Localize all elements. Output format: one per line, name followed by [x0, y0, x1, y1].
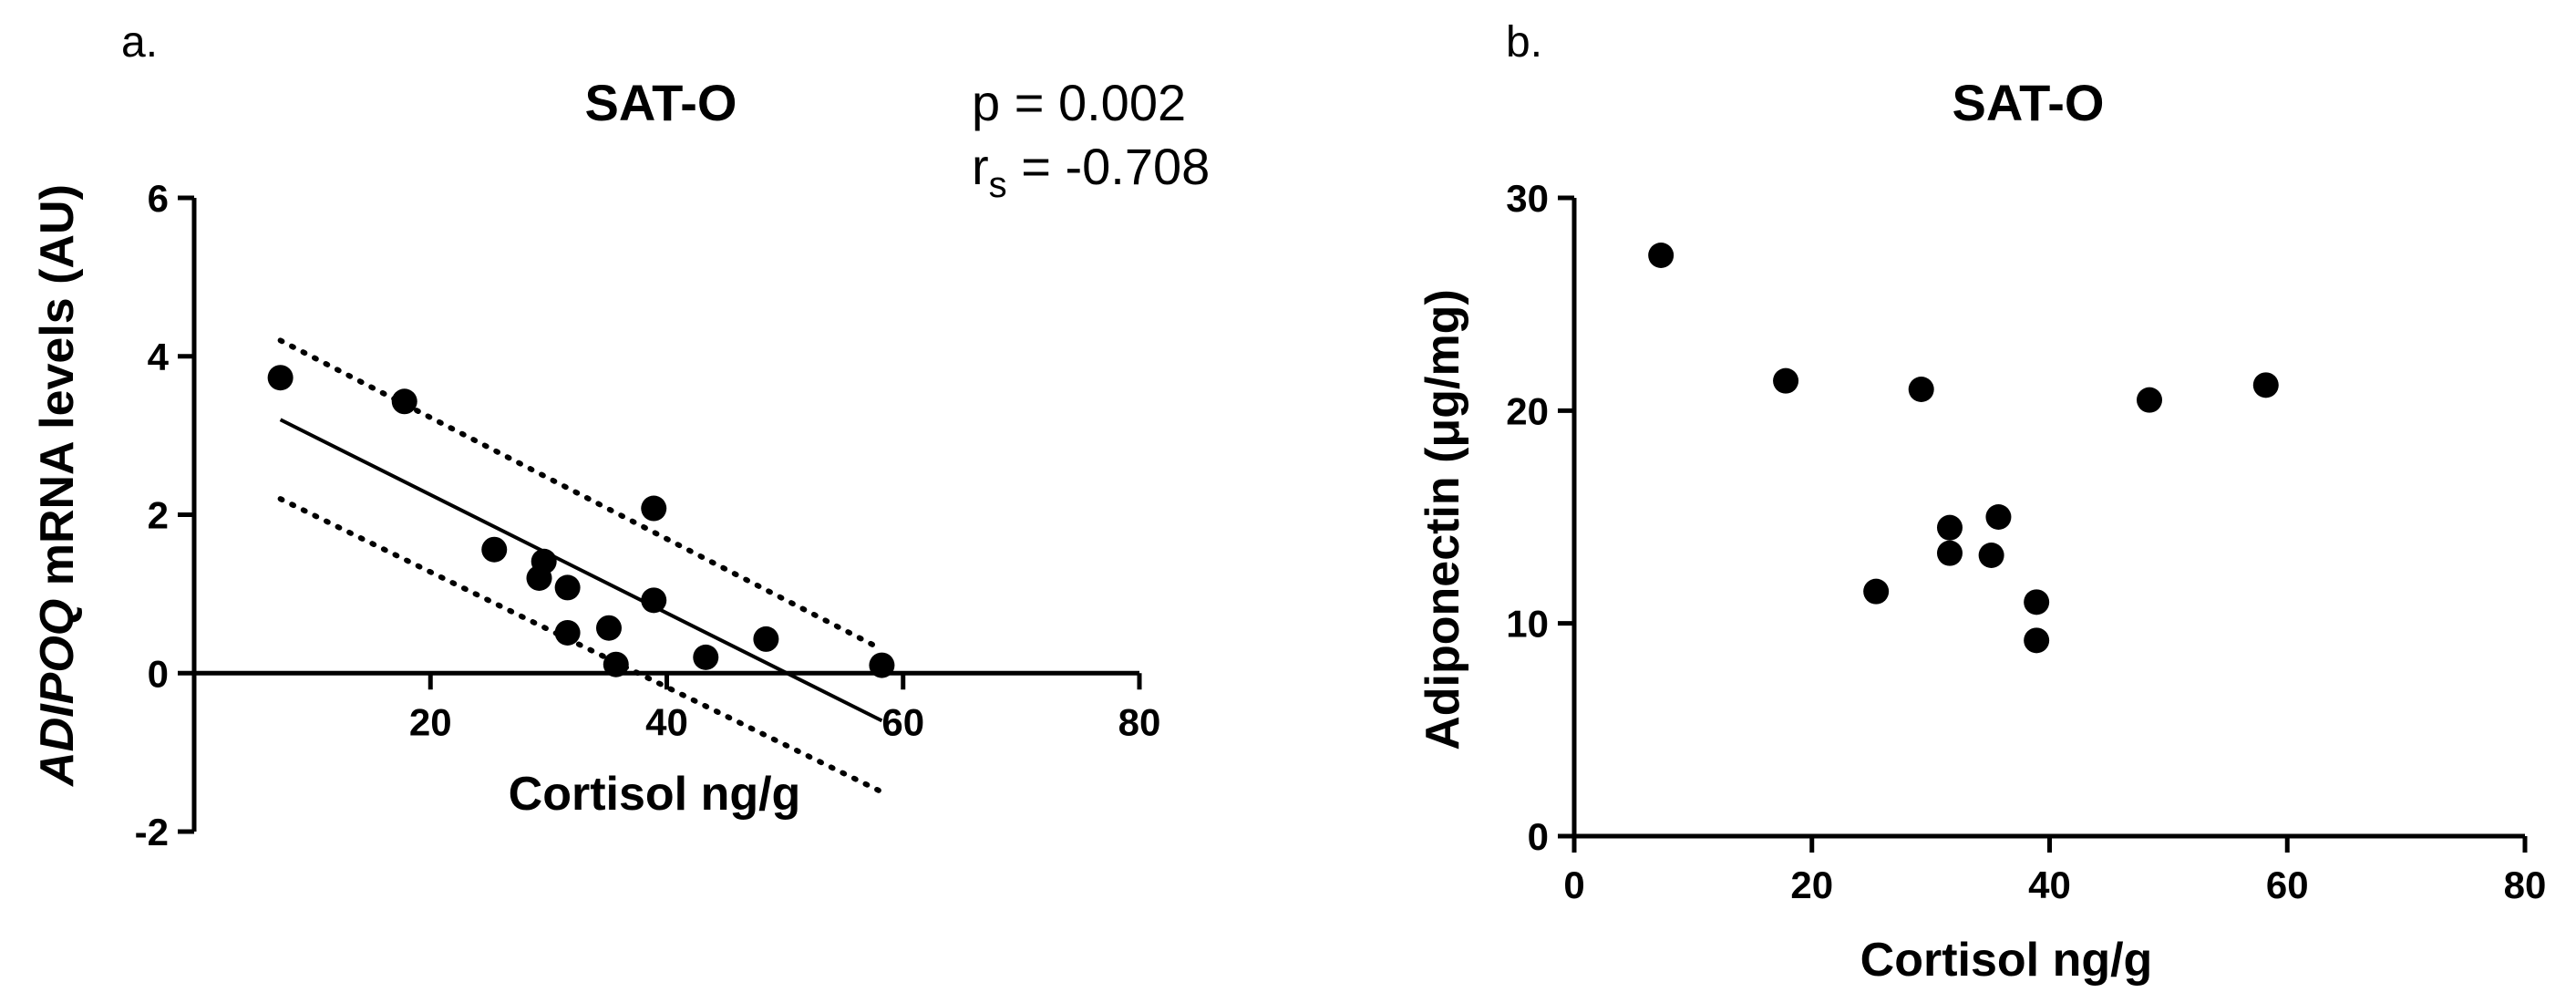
panel-b-data-point — [1648, 243, 1674, 268]
panel-b-data-point — [1978, 543, 2004, 568]
panel-b-data-point — [1863, 578, 1890, 605]
panel-a-x-axis-title: Cortisol ng/g — [509, 768, 801, 821]
panel-b-letter: b. — [1506, 18, 1542, 67]
panel-b-data-point — [1936, 540, 1963, 566]
panel-a-data-point — [869, 652, 895, 678]
panel-b-data-point — [1773, 367, 1799, 394]
panel-b-y-tick-label: 0 — [1528, 815, 1549, 858]
panel-b-y-tick-label: 30 — [1506, 177, 1549, 220]
panel-a-data-point — [595, 615, 622, 641]
panel-b-points — [1648, 243, 2279, 654]
panel-a-y-axis-title: ADIPOQ mRNA levels (AU) — [31, 184, 84, 788]
panel-a-x-tick-label: 60 — [881, 700, 924, 743]
panel-a-r-subscript: s — [989, 165, 1007, 205]
panel-b-x-axis-title: Cortisol ng/g — [1860, 934, 2153, 987]
panel-a-y-tick-label: 4 — [148, 336, 170, 378]
panel-b-y-tick-label: 20 — [1506, 389, 1549, 432]
panel-a-r-symbol: r — [972, 138, 989, 195]
panel-b-data-point — [2024, 589, 2050, 615]
panel-b-y-tick-label: 10 — [1506, 603, 1549, 646]
panel-a-data-point — [753, 626, 779, 652]
panel-a-r-number: = -0.708 — [1007, 138, 1211, 195]
panel-b-x-tick-label: 60 — [2266, 863, 2309, 906]
panel-b-data-point — [1908, 377, 1934, 402]
panel-b-x-tick-label: 0 — [1563, 863, 1584, 906]
panel-a-data-point — [603, 651, 629, 677]
panel-b-data-point — [2024, 627, 2050, 654]
panel-b-data-point — [2137, 387, 2163, 413]
panel-b-data-point — [1936, 514, 1963, 541]
panel-a-points — [267, 365, 895, 678]
panel-b-data-point — [1985, 504, 2012, 530]
panel-b-axes: 0 10 20 30 0 20 40 60 80 — [1506, 177, 2546, 906]
panel-a-y-tick-label: 6 — [148, 177, 169, 220]
panel-a-title: SAT-O — [585, 74, 737, 131]
panel-a-data-point — [391, 388, 417, 415]
panel-b-x-tick-label: 20 — [1790, 863, 1833, 906]
panel-a-x-tick-label: 80 — [1118, 700, 1161, 743]
panel-a-y-tick-label: -2 — [135, 811, 169, 853]
panel-a-data-point — [693, 644, 719, 670]
panel-a-chart: a. SAT-O p = 0.002 rs = -0.708 -2 0 2 4 6 20 4… — [31, 18, 1210, 853]
panel-a-y-axis-title-gene: ADIPOQ — [31, 599, 84, 788]
panel-a-data-point — [481, 536, 508, 563]
panel-a-confidence-band — [277, 337, 885, 795]
panel-a-letter: a. — [121, 18, 158, 67]
panel-b-data-point — [2252, 372, 2279, 398]
panel-a-data-point — [641, 495, 667, 522]
panel-a-regression — [279, 418, 883, 723]
panel-a-axes: -2 0 2 4 6 20 40 60 80 — [135, 177, 1161, 853]
panel-a-regression-line — [279, 418, 883, 723]
panel-a-p-value: p = 0.002 — [972, 74, 1186, 131]
panel-a-data-point — [531, 548, 557, 574]
panel-a-ci-lower-line — [277, 496, 885, 795]
panel-a-y-tick-label: 0 — [148, 652, 169, 695]
panel-a-ci-upper-line — [277, 337, 885, 653]
panel-a-data-point — [641, 587, 667, 614]
panel-b-x-tick-label: 40 — [2028, 863, 2071, 906]
panel-a-y-axis-title-rest: mRNA levels (AU) — [31, 184, 84, 599]
panel-b-x-tick-label: 80 — [2504, 863, 2547, 906]
panel-a-x-tick-label: 20 — [409, 700, 452, 743]
panel-a-x-tick-label: 40 — [645, 700, 688, 743]
panel-b-title: SAT-O — [1953, 74, 2105, 131]
panel-a-data-point — [554, 619, 581, 646]
panel-a-y-tick-label: 2 — [148, 494, 169, 537]
panel-a-data-point — [554, 574, 581, 601]
panel-b-y-axis-title: Adiponectin (μg/mg) — [1417, 289, 1469, 750]
panel-a-data-point — [267, 365, 294, 391]
panel-a-r-value: rs = -0.708 — [972, 138, 1210, 205]
